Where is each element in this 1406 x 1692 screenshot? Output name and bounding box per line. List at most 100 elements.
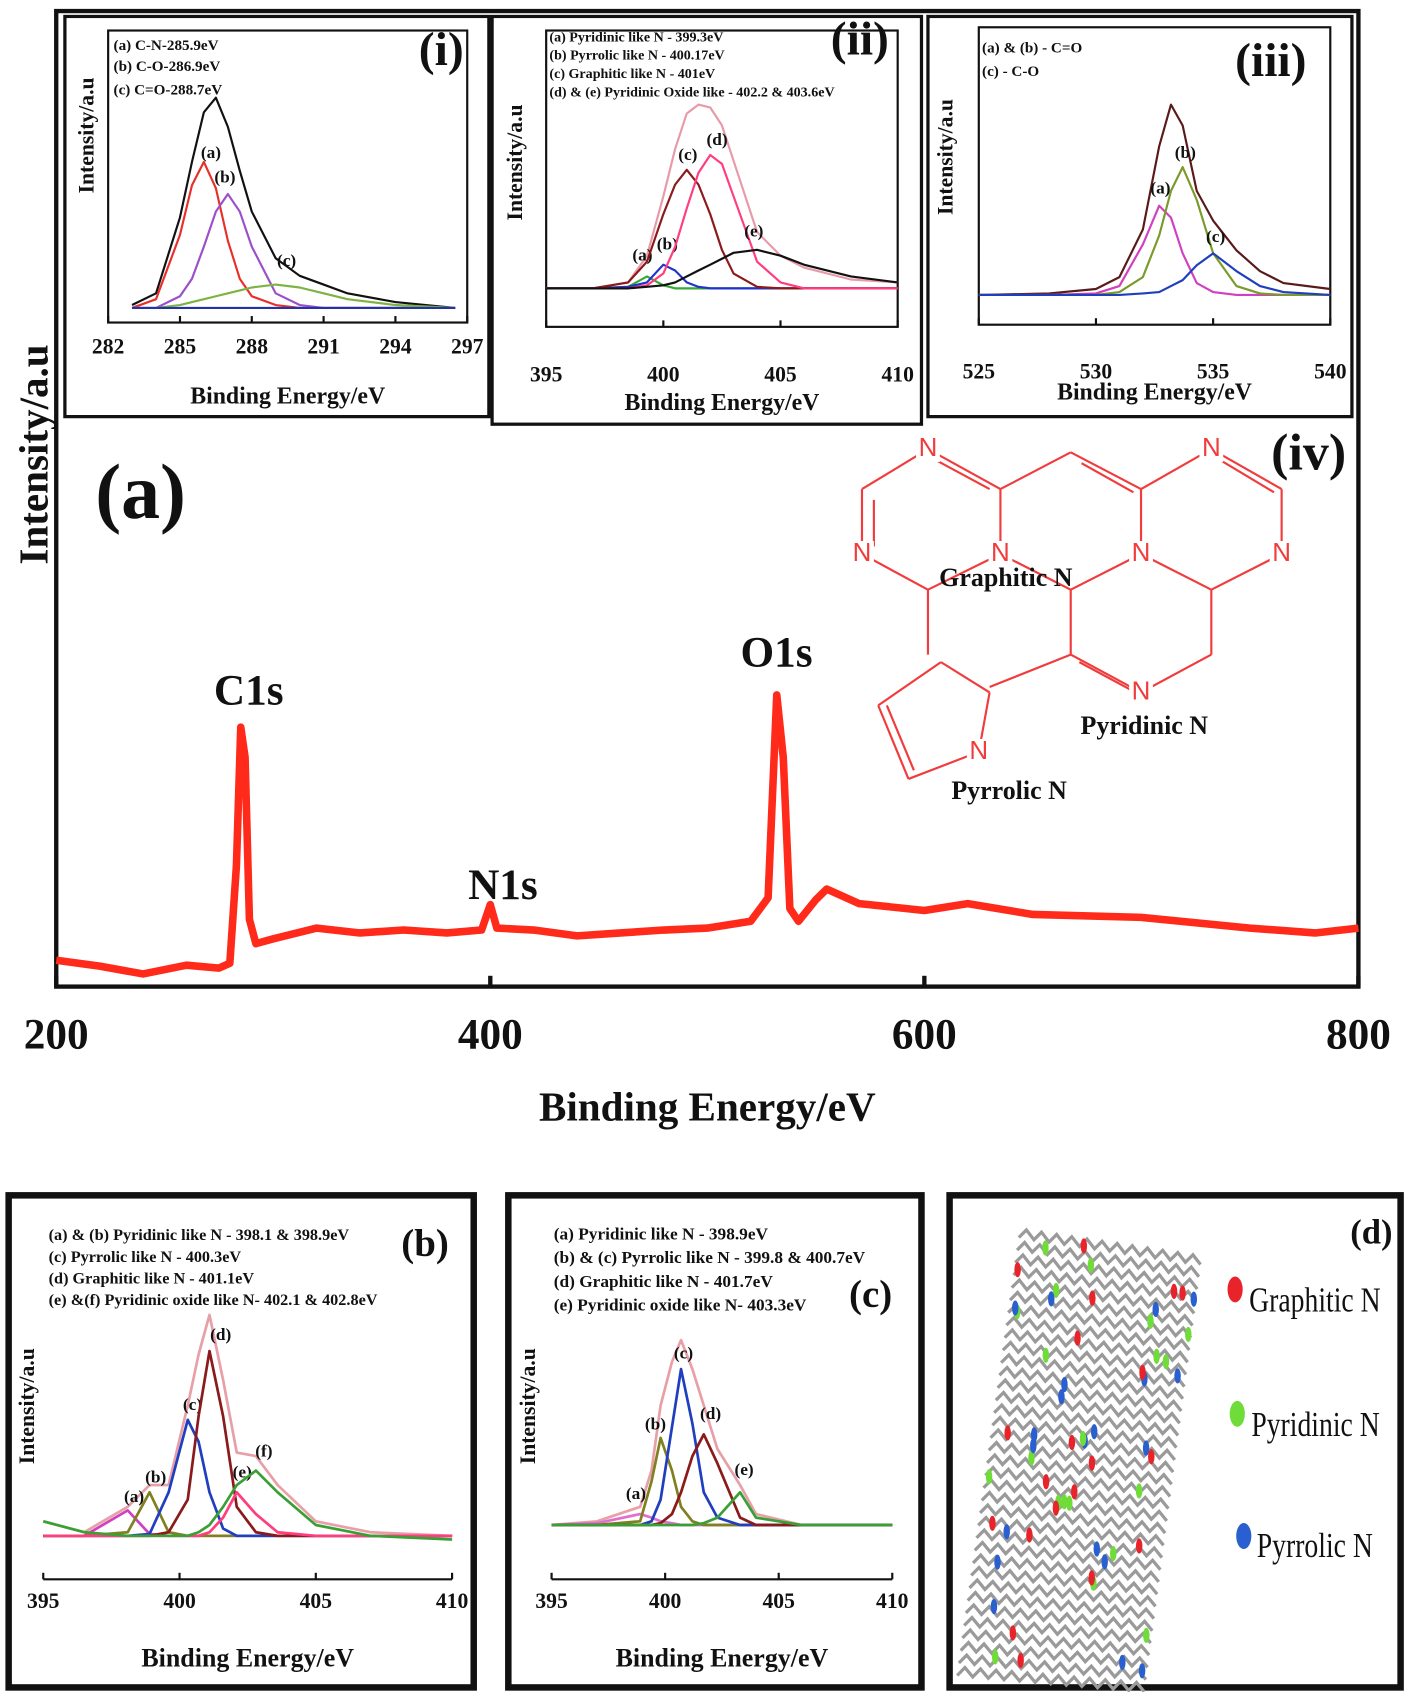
dopant-dot — [1004, 1425, 1011, 1441]
bond — [999, 451, 1072, 491]
peak-label: (b) — [145, 1468, 166, 1487]
x-tick-label: 291 — [307, 334, 339, 358]
x-tick-label: 400 — [163, 1589, 195, 1613]
x-tick-label: 535 — [1197, 359, 1230, 383]
dopant-dot — [1011, 1300, 1019, 1316]
spectrum-line — [978, 204, 1331, 297]
lattice-row — [1015, 1240, 1201, 1278]
spectrum-line — [546, 168, 898, 290]
dopant-dot — [1147, 1313, 1154, 1329]
dopant-dot — [1042, 1240, 1049, 1256]
lattice-row — [978, 1502, 1167, 1535]
structure-label: Pyridinic N — [1081, 711, 1209, 740]
lattice-row — [975, 1527, 1164, 1559]
structure-label: Graphitic N — [939, 563, 1073, 592]
dopant-dot — [1139, 1364, 1146, 1380]
legend-label: Pyrrolic N — [1257, 1526, 1373, 1565]
panel-label: (i) — [419, 24, 464, 76]
atom-label: N — [969, 737, 988, 765]
x-tick-label: 405 — [764, 363, 797, 387]
legend-note: (c) Graphitic like N - 401eV — [549, 66, 715, 82]
panel-frame — [505, 1192, 925, 1691]
legend-note: (d) Graphitic like N - 401.1eV — [49, 1269, 255, 1287]
legend-note: (a) Pyridinic like N - 399.3eV — [549, 29, 723, 45]
dopant-dot — [1087, 1257, 1095, 1273]
lattice-row — [1005, 1315, 1191, 1351]
panel-label: (ii) — [831, 13, 889, 65]
lattice-row — [961, 1627, 1151, 1657]
peak-label: (e) — [734, 1460, 753, 1479]
lattice-row — [982, 1477, 1170, 1510]
dopant-dot — [1042, 1474, 1050, 1490]
dopant-dot — [1143, 1627, 1150, 1643]
dopant-dot — [1174, 1368, 1181, 1384]
dopant-dot — [985, 1469, 993, 1485]
spectrum-line — [132, 283, 456, 310]
atom-label: N — [1132, 539, 1151, 567]
x-axis-label: Binding Energy/eV — [539, 1083, 876, 1129]
panel-label: (b) — [401, 1222, 449, 1265]
atom-label: N — [991, 539, 1010, 567]
lattice-row — [993, 1402, 1180, 1437]
peak-label: (b) — [645, 1415, 666, 1434]
bond — [940, 661, 991, 694]
dopant-dot — [1162, 1354, 1170, 1370]
atom-bg — [916, 436, 940, 463]
dopant-dot — [1066, 1495, 1073, 1511]
dopant-dot — [1089, 1290, 1096, 1306]
spectrum-line — [42, 1469, 453, 1541]
dopant-dot — [1014, 1262, 1021, 1278]
x-tick-label: 410 — [881, 363, 913, 387]
dopant-dot — [1017, 1652, 1024, 1668]
panel-label: (c) — [849, 1273, 892, 1316]
dopant-dot — [1060, 1494, 1068, 1510]
lattice-row — [994, 1390, 1181, 1425]
dopant-dot — [991, 1649, 999, 1665]
legend-note: (d) Graphitic like N - 401.7eV — [554, 1272, 774, 1291]
dopant-dot — [1003, 1524, 1010, 1540]
atom-label: N — [1272, 539, 1291, 567]
peak-label: (a) — [626, 1484, 646, 1503]
y-axis-label: Intensity/a.u — [503, 104, 527, 220]
lattice-row — [987, 1440, 1175, 1474]
dopant-dot — [1061, 1377, 1068, 1393]
dopant-dot — [1042, 1347, 1050, 1363]
peak-annotation: O1s — [740, 629, 812, 677]
atom-label: N — [1202, 434, 1221, 462]
dopant-dot — [1030, 1438, 1037, 1454]
panel-label: (a) — [95, 449, 186, 535]
dopant-dot — [1048, 1291, 1055, 1307]
dopant-dot — [1190, 1291, 1198, 1307]
dopant-dot — [1068, 1434, 1076, 1451]
peak-label: (f) — [255, 1442, 272, 1461]
legend-note: (c) C=O-288.7eV — [114, 83, 223, 99]
x-tick-label: 405 — [762, 1589, 795, 1613]
atom-bg — [1269, 541, 1294, 567]
bond — [989, 653, 1072, 689]
legend-note: (b) C-O-286.9eV — [114, 59, 221, 75]
x-axis-label: Binding Energy/eV — [190, 384, 385, 410]
lattice-row — [1007, 1302, 1193, 1339]
x-tick-label: 800 — [1326, 1010, 1391, 1058]
dopant-dot — [1088, 1455, 1096, 1471]
bond — [877, 704, 910, 780]
legend-label: Graphitic N — [1249, 1281, 1380, 1320]
lattice-row — [996, 1377, 1183, 1413]
x-tick-label: 288 — [236, 334, 269, 358]
lattice-row — [968, 1577, 1157, 1608]
x-tick-label: 400 — [647, 363, 679, 387]
dopant-dot — [1026, 1527, 1033, 1543]
lattice-row — [1000, 1352, 1186, 1388]
axis-frame — [545, 29, 899, 328]
bond — [1070, 451, 1142, 491]
lattice-row — [1017, 1227, 1202, 1266]
dopant-dot — [1152, 1301, 1159, 1318]
legend-note: (b) & (c) Pyrrolic like N - 399.8 & 400.… — [554, 1248, 866, 1267]
peak-label: (c) — [1206, 227, 1225, 246]
dopant-dot — [1101, 1554, 1108, 1570]
x-tick-label: 400 — [649, 1589, 681, 1613]
x-axis-label: Binding Energy/eV — [616, 1643, 829, 1672]
dopant-dot — [1170, 1283, 1178, 1299]
legend-marker — [1229, 1400, 1245, 1427]
x-tick-label: 530 — [1080, 359, 1112, 383]
